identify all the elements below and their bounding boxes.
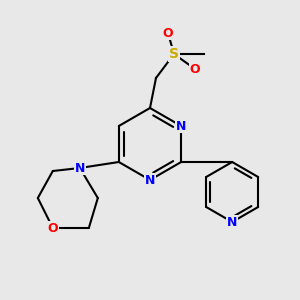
Text: N: N: [145, 173, 155, 187]
Text: S: S: [169, 47, 179, 61]
Text: O: O: [190, 62, 200, 76]
Text: O: O: [163, 26, 173, 40]
Text: O: O: [47, 221, 58, 235]
Text: N: N: [227, 215, 237, 229]
Text: N: N: [75, 161, 85, 175]
Text: N: N: [176, 119, 186, 133]
